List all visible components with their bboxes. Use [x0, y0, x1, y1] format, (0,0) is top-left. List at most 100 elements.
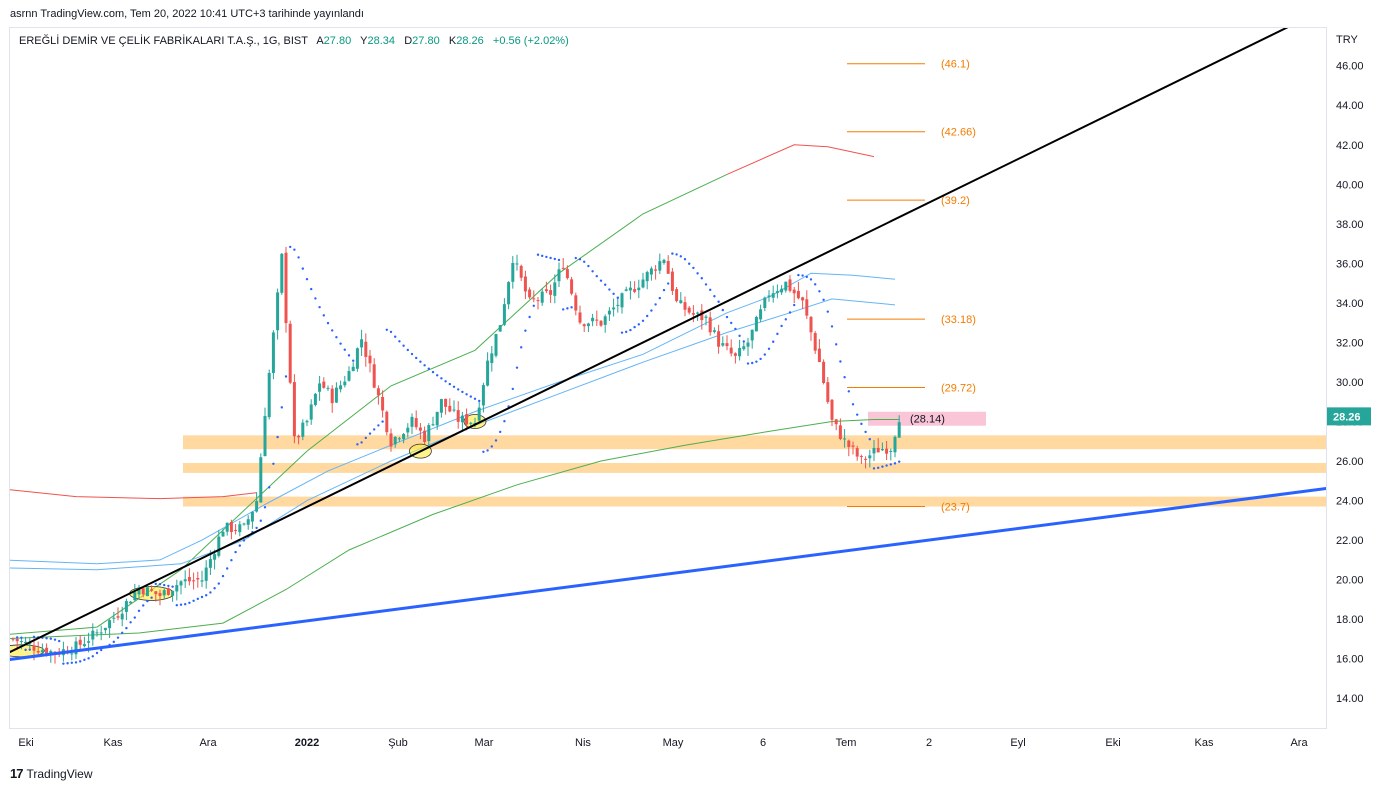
sar-dot — [293, 248, 296, 251]
sar-dot — [83, 658, 86, 662]
candle-body — [880, 448, 884, 451]
candle-body — [171, 590, 175, 596]
sar-dot — [587, 264, 590, 268]
candle-body — [150, 589, 154, 591]
candle-body — [133, 592, 137, 601]
sma-lightblue-line — [10, 272, 896, 565]
candle-body — [288, 323, 292, 383]
candle-body — [225, 522, 229, 532]
sar-dot — [226, 567, 229, 570]
sar-dot — [814, 283, 817, 286]
sar-dot — [137, 609, 141, 613]
sar-dot — [394, 335, 397, 338]
sar-dot — [877, 466, 880, 470]
sar-dot — [49, 637, 52, 640]
sar-dot — [95, 651, 99, 655]
sar-dot — [91, 655, 95, 658]
sar-dot — [234, 550, 237, 554]
candle-body — [364, 341, 368, 357]
candle-body — [376, 388, 380, 396]
candle-body — [624, 289, 628, 291]
candle-body — [691, 313, 695, 315]
sar-dot — [473, 397, 477, 400]
sar-dot — [301, 267, 304, 270]
sar-dot — [818, 290, 821, 293]
sar-dot — [28, 648, 31, 651]
sar-dot — [746, 362, 750, 365]
candle-body — [796, 290, 800, 299]
candle-body — [822, 361, 826, 383]
candle-body — [318, 383, 322, 392]
sar-dot — [700, 277, 703, 280]
price-tick-label: 22.00 — [1336, 535, 1364, 547]
candle-body — [843, 438, 847, 440]
time-tick-label: Tem — [836, 737, 857, 749]
time-tick-label: Eyl — [1010, 737, 1025, 749]
candle-body — [654, 269, 658, 271]
candle-body — [586, 323, 590, 327]
candle-body — [40, 650, 44, 653]
candle-body — [750, 329, 754, 341]
sar-dot — [738, 334, 741, 338]
candle-body — [313, 393, 317, 406]
candle-body — [246, 519, 250, 525]
sar-dot — [255, 526, 258, 530]
fib-label: (42.66) — [941, 127, 976, 139]
sar-dot — [805, 275, 808, 279]
sar-dot — [389, 330, 393, 334]
candle-body — [582, 324, 586, 327]
sar-dot — [528, 315, 531, 319]
sar-dot — [58, 639, 61, 643]
candle-body — [124, 601, 128, 612]
candle-body — [397, 438, 401, 440]
symbol-name[interactable]: EREĞLİ DEMİR VE ÇELİK FABRİKALARI T.A.Ş.… — [19, 35, 308, 47]
chart-frame — [9, 27, 1327, 729]
sar-dot — [570, 306, 573, 309]
candle-body — [771, 293, 775, 298]
sar-dot — [163, 583, 166, 587]
sar-dot — [784, 318, 787, 321]
price-tick-label: 30.00 — [1336, 377, 1364, 389]
sar-dot — [62, 662, 65, 665]
sar-dot — [650, 309, 653, 312]
price-axis: 14.0016.0018.0020.0022.0024.0026.0028.00… — [1327, 61, 1371, 705]
sar-dot — [129, 621, 132, 624]
candle-body — [565, 269, 569, 279]
candle-body — [775, 291, 779, 293]
sar-dot — [314, 297, 317, 300]
sar-dot — [709, 288, 712, 292]
candle-body — [343, 381, 347, 386]
candles — [11, 246, 901, 664]
candle-body — [666, 261, 670, 274]
sar-dot — [503, 420, 506, 423]
sar-dot — [133, 616, 136, 619]
sar-dot — [599, 279, 603, 282]
candle-body — [847, 440, 851, 448]
candle-body — [801, 297, 805, 301]
sar-dot — [616, 296, 619, 299]
price-tick-label: 26.00 — [1336, 456, 1364, 468]
candle-body — [763, 297, 767, 309]
sar-dot — [461, 390, 464, 394]
time-tick-label: Kas — [1195, 737, 1214, 749]
sar-dot — [822, 298, 825, 302]
candle-body — [712, 330, 716, 332]
candle-body — [78, 639, 82, 645]
sma-lightblue-line-2 — [10, 298, 896, 571]
footer-brand[interactable]: 17 TradingView — [10, 766, 93, 781]
candle-body — [838, 425, 842, 439]
candle-body — [301, 422, 305, 437]
price-tick-label: 46.00 — [1336, 61, 1364, 73]
candle-body — [641, 279, 645, 288]
time-axis: Eki Kas Ara 2022 Şub Mar Nis May 6 Tem 2 Eyl Eki Kas A… — [18, 737, 1308, 749]
sar-dot — [532, 304, 535, 307]
candle-body — [733, 353, 737, 356]
sar-dot — [322, 314, 325, 317]
sar-dot — [604, 283, 607, 286]
support-zone — [183, 496, 1326, 507]
sar-dot — [66, 662, 69, 665]
open-label: A — [316, 35, 324, 47]
sar-dot — [797, 273, 800, 277]
sar-dot — [368, 432, 372, 435]
